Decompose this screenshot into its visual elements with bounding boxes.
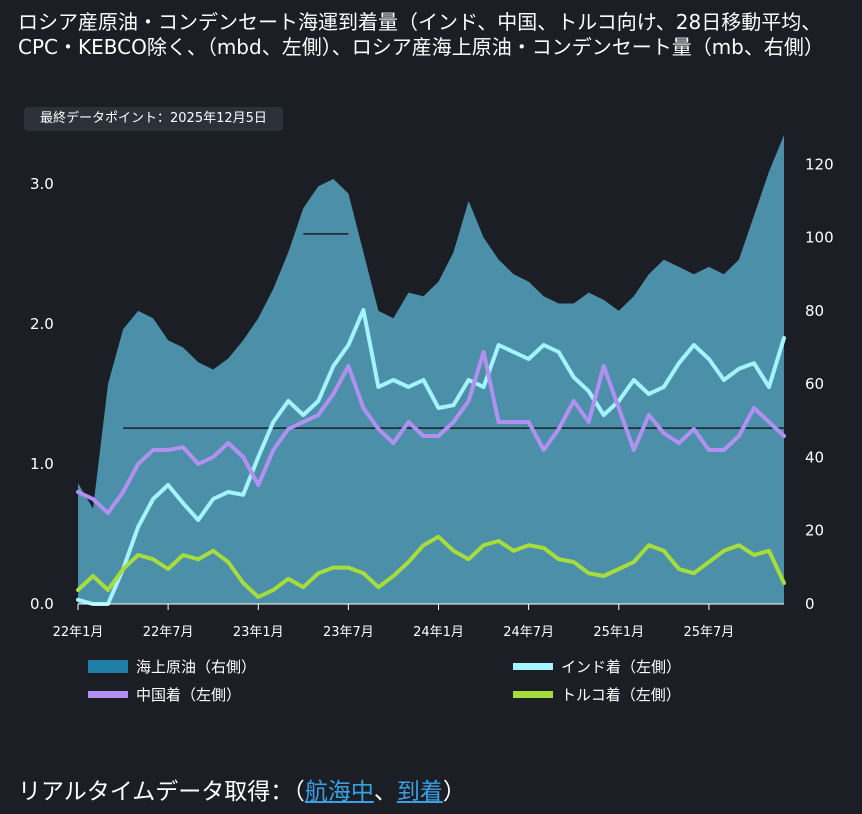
y-right-tick-3: 60 (805, 375, 824, 393)
axes-layer: 0.0 1.0 2.0 3.0 0 20 40 60 80 100 120 22年1月 22年7月 23年… (30, 155, 834, 640)
footer-suffix: ） (442, 779, 466, 805)
series-seaborne-area (78, 135, 784, 604)
y-right-tick-2: 40 (805, 448, 824, 466)
link-arrivals[interactable]: 到着 (396, 779, 443, 805)
y-left-tick-2: 2.0 (30, 315, 54, 333)
y-right-tick-5: 100 (805, 229, 834, 247)
y-left-tick-0: 0.0 (30, 595, 54, 613)
x-tick-label-4: 24年1月 (413, 625, 464, 640)
x-tick-label-0: 22年1月 (53, 625, 104, 640)
footer-prefix: リアルタイムデータ取得：（ (18, 779, 305, 805)
series-turkey-line (76, 534, 786, 599)
legend-label-india: インド着（左側） (561, 658, 682, 676)
x-tick-label-1: 22年7月 (143, 625, 194, 640)
legend-swatch-turkey (513, 691, 553, 698)
legend-item-china[interactable]: 中国着（左側） (88, 684, 241, 705)
footer-separator: 、 (373, 779, 397, 805)
legend-swatch-seaborne (88, 660, 128, 673)
x-tick-label-5: 24年7月 (503, 625, 554, 640)
legend-swatch-china (88, 691, 128, 698)
last-data-point-badge: 最終データポイント：2025年12月5日 (24, 107, 283, 131)
legend-item-seaborne[interactable]: 海上原油（右側） (88, 656, 256, 677)
y-right-tick-0: 0 (805, 595, 815, 613)
x-tick-label-7: 25年7月 (683, 625, 734, 640)
legend: 海上原油（右側） インド着（左側） 中国着（左側） トルコ着（左側） (88, 656, 788, 716)
chart-title: ロシア産原油・コンデンセート海運到着量（インド、中国、トルコ向け、28日移動平均… (18, 10, 824, 59)
legend-swatch-india (513, 663, 553, 670)
series-china-line (76, 350, 786, 515)
plot-layer (76, 135, 786, 606)
y-right-tick-1: 20 (805, 522, 824, 540)
legend-item-turkey[interactable]: トルコ着（左側） (513, 684, 681, 705)
legend-label-china: 中国着（左側） (136, 686, 242, 704)
legend-label-seaborne: 海上原油（右側） (136, 658, 257, 676)
x-tick-label-2: 23年1月 (233, 625, 284, 640)
series-india-line (76, 308, 786, 606)
y-right-tick-4: 80 (805, 302, 824, 320)
legend-label-turkey: トルコ着（左側） (561, 686, 681, 704)
y-right-tick-6: 120 (805, 155, 834, 173)
legend-item-india[interactable]: インド着（左側） (513, 656, 681, 677)
x-tick-label-6: 25年1月 (593, 625, 644, 640)
link-in-transit[interactable]: 航海中 (304, 779, 374, 805)
x-tick-label-3: 23年7月 (323, 625, 374, 640)
chart-area: 0.0 1.0 2.0 3.0 0 20 40 60 80 100 120 22年1月 22年7月 23年… (30, 135, 834, 640)
y-left-tick-1: 1.0 (30, 455, 54, 473)
footer-realtime-links: リアルタイムデータ取得：（航海中、到着） (18, 772, 466, 806)
y-left-tick-3: 3.0 (30, 175, 54, 193)
